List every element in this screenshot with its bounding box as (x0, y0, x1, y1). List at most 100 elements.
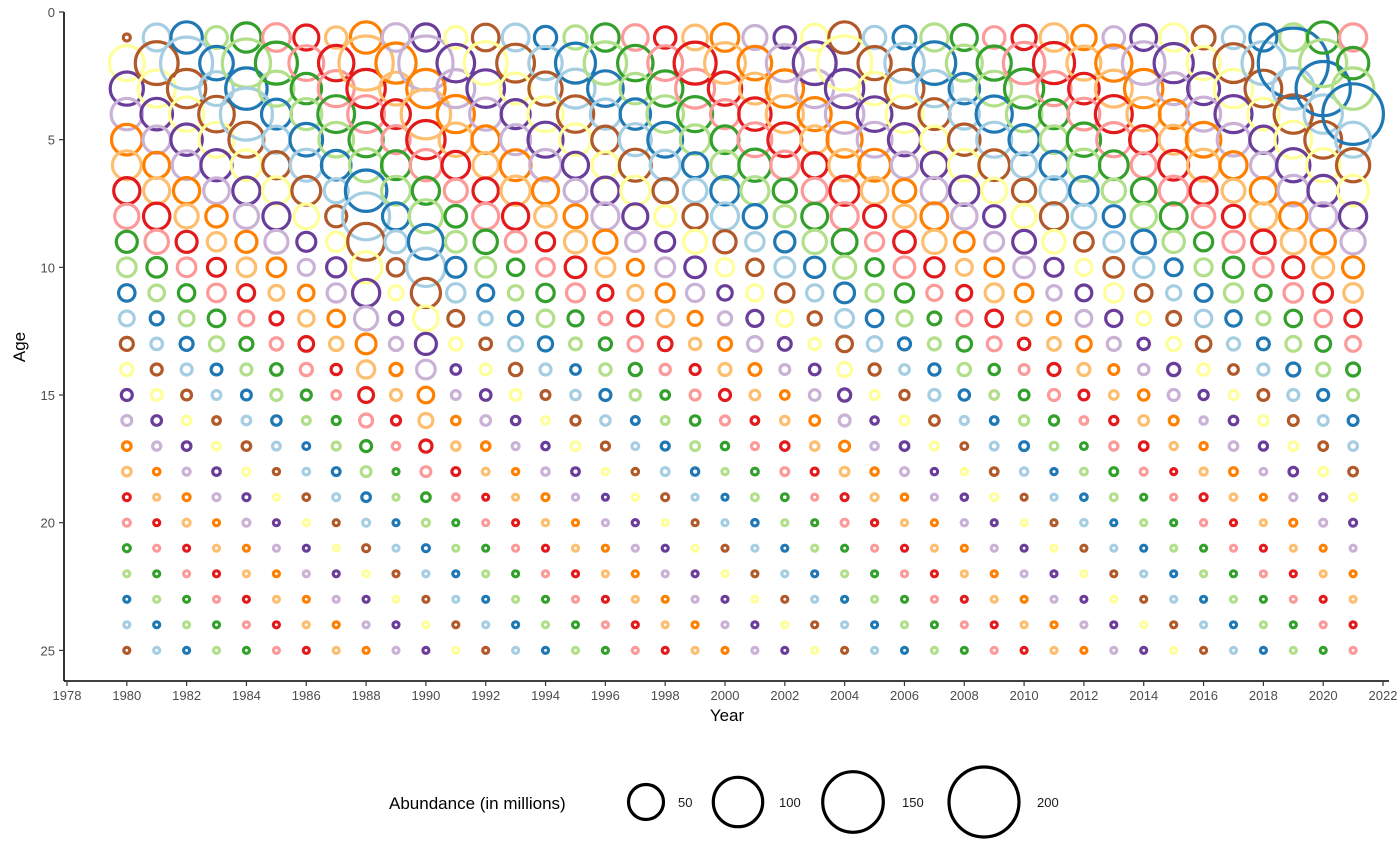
data-point (1007, 122, 1041, 157)
data-point (1288, 517, 1299, 528)
data-point (839, 543, 850, 553)
data-point (271, 492, 281, 502)
data-point (295, 230, 318, 253)
data-point (389, 414, 403, 427)
data-point (600, 594, 611, 604)
data-point (115, 256, 138, 279)
data-point (145, 255, 169, 279)
data-point (1337, 22, 1369, 53)
data-point (929, 594, 940, 604)
data-point (808, 440, 821, 452)
data-point (828, 174, 861, 207)
data-point (510, 441, 521, 452)
data-point (301, 466, 312, 477)
data-point (627, 361, 644, 378)
data-point (1108, 492, 1119, 503)
data-point (361, 645, 371, 656)
data-point (1243, 68, 1284, 109)
data-point (869, 594, 880, 604)
data-point (182, 594, 192, 604)
data-point (1228, 594, 1239, 604)
data-point (1049, 645, 1059, 656)
data-point (391, 569, 401, 579)
data-point (301, 543, 311, 553)
data-point (796, 95, 833, 133)
data-point (330, 414, 342, 427)
data-point (298, 361, 314, 378)
data-point (1198, 594, 1209, 604)
data-point (949, 202, 979, 231)
data-point (1273, 119, 1314, 160)
data-point (1078, 466, 1089, 477)
data-point (714, 256, 736, 278)
data-point (1169, 620, 1179, 630)
data-point (625, 257, 645, 277)
data-point (772, 204, 798, 229)
data-point (1169, 518, 1179, 528)
data-point (810, 645, 820, 656)
data-point (136, 68, 177, 109)
data-point (983, 282, 1005, 304)
data-point (1220, 24, 1247, 51)
data-point (764, 42, 805, 84)
data-point (1038, 201, 1070, 232)
data-point (980, 176, 1009, 205)
data-point (1318, 645, 1328, 656)
data-point (772, 25, 798, 50)
data-point (959, 569, 969, 579)
data-point (645, 94, 686, 135)
legend-key (947, 765, 1021, 839)
data-point (626, 283, 645, 302)
data-point (868, 388, 881, 402)
data-point (289, 71, 324, 106)
data-point (435, 42, 477, 84)
data-point (836, 387, 853, 403)
data-point (409, 276, 443, 310)
data-point (141, 201, 172, 232)
data-point (791, 40, 838, 87)
data-point (1348, 543, 1358, 553)
data-point (289, 96, 324, 132)
data-point (1196, 362, 1211, 377)
data-point (451, 645, 461, 656)
data-point (952, 230, 976, 254)
data-point (540, 518, 551, 528)
data-point (507, 361, 524, 378)
data-point (989, 518, 999, 528)
data-point (1248, 150, 1278, 180)
data-point (919, 150, 950, 180)
data-point (480, 466, 491, 477)
data-point (508, 388, 523, 403)
data-point (218, 86, 274, 142)
data-point (442, 177, 469, 204)
data-point (416, 385, 436, 405)
data-point (869, 492, 880, 503)
data-point (750, 569, 760, 579)
data-point (891, 203, 918, 230)
data-point (241, 543, 251, 553)
data-point (1275, 146, 1312, 184)
data-point (570, 492, 581, 502)
data-point (1137, 440, 1150, 453)
data-point (599, 440, 612, 452)
data-point (981, 25, 1007, 50)
data-point (1101, 204, 1127, 229)
data-point (1079, 543, 1089, 553)
data-point (296, 257, 316, 277)
data-point (989, 492, 1000, 503)
data-point (736, 44, 774, 82)
data-point (869, 518, 880, 528)
data-point (324, 204, 349, 229)
data-point (681, 202, 709, 230)
data-point (165, 67, 208, 110)
data-point (630, 543, 640, 553)
data-point (510, 518, 521, 528)
data-point (1220, 203, 1247, 229)
data-point (1348, 594, 1358, 604)
data-point (481, 492, 491, 502)
data-point (681, 23, 710, 52)
data-point (263, 228, 290, 255)
data-point (1193, 282, 1214, 303)
data-point (1017, 414, 1031, 427)
data-point (169, 20, 204, 55)
